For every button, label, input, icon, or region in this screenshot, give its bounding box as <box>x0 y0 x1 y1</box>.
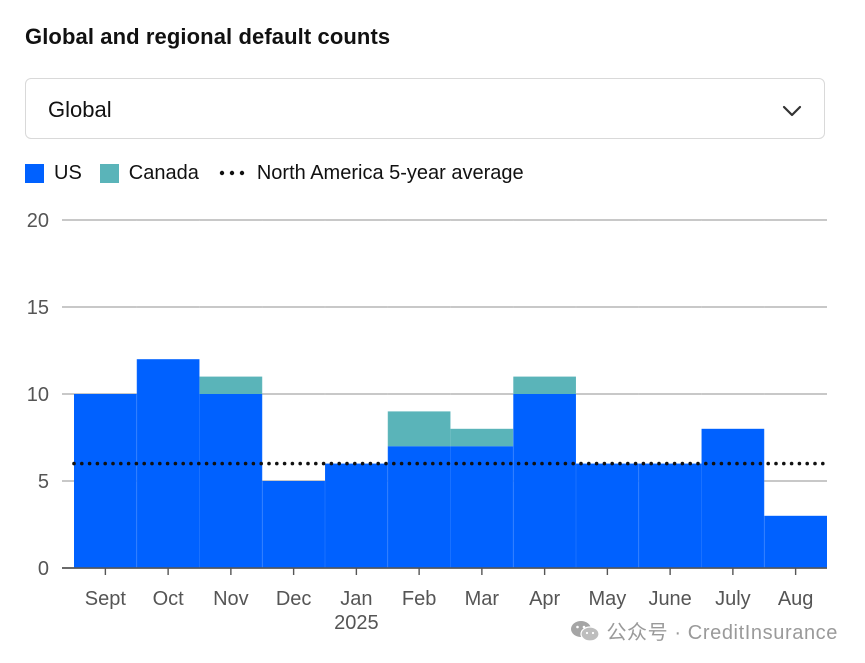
bar-us-apr <box>513 394 576 568</box>
bar-us-may <box>576 463 639 568</box>
watermark-text: 公众号 · CreditInsurance <box>606 622 838 644</box>
watermark: 公众号 · CreditInsurance <box>570 616 838 645</box>
x-tick-label-july: July <box>715 588 751 610</box>
bar-canada-nov <box>199 376 263 394</box>
bar-us-aug <box>764 515 827 568</box>
bar-canada-mar <box>450 428 514 447</box>
x-tick-label-aug: Aug <box>778 588 814 610</box>
x-year-label: 2025 <box>334 612 379 634</box>
x-tick-label-mar: Mar <box>465 588 500 610</box>
x-tick-label-oct: Oct <box>153 588 185 610</box>
legend-label-us: US <box>54 161 82 184</box>
x-tick-label-nov: Nov <box>213 588 249 610</box>
legend-swatch-us <box>25 163 44 183</box>
x-tick-label-apr: Apr <box>529 588 560 610</box>
y-tick-label-5: 5 <box>38 471 49 493</box>
bar-us-nov <box>199 394 263 568</box>
bar-canada-apr <box>513 376 576 394</box>
y-tick-label-20: 20 <box>27 210 49 232</box>
x-tick-label-dec: Dec <box>276 588 312 610</box>
chart-legend: US Canada North America 5-year average <box>25 160 542 186</box>
bar-us-july <box>701 428 765 568</box>
legend-label-average: North America 5-year average <box>256 161 524 184</box>
chevron-down-icon <box>782 105 802 117</box>
y-tick-label-15: 15 <box>27 297 49 319</box>
bar-us-dec <box>262 481 325 568</box>
x-tick-label-june: June <box>648 588 691 610</box>
legend-label-canada: Canada <box>128 161 199 184</box>
y-tick-label-10: 10 <box>27 384 49 406</box>
legend-dotted-line-icon <box>219 170 245 176</box>
chart-title: Global and regional default counts <box>25 24 391 49</box>
bar-canada-feb <box>387 411 451 447</box>
bar-us-sept <box>74 394 137 568</box>
legend-item-average: North America 5-year average <box>217 162 524 185</box>
bar-us-feb <box>387 446 451 568</box>
x-tick-label-feb: Feb <box>402 588 436 610</box>
bar-us-mar <box>450 446 514 568</box>
bar-us-june <box>638 463 702 568</box>
wechat-icon <box>571 620 601 642</box>
y-tick-label-0: 0 <box>38 558 49 580</box>
region-select-value: Global <box>48 97 112 122</box>
legend-swatch-canada <box>99 163 119 183</box>
legend-item-canada: Canada <box>99 161 199 185</box>
region-select[interactable]: Global <box>25 78 825 139</box>
x-tick-label-sept: Sept <box>85 588 127 610</box>
x-tick-label-jan: Jan <box>340 588 372 610</box>
bar-us-jan <box>325 463 388 568</box>
legend-item-us: US <box>25 162 82 185</box>
x-tick-label-may: May <box>588 588 626 610</box>
